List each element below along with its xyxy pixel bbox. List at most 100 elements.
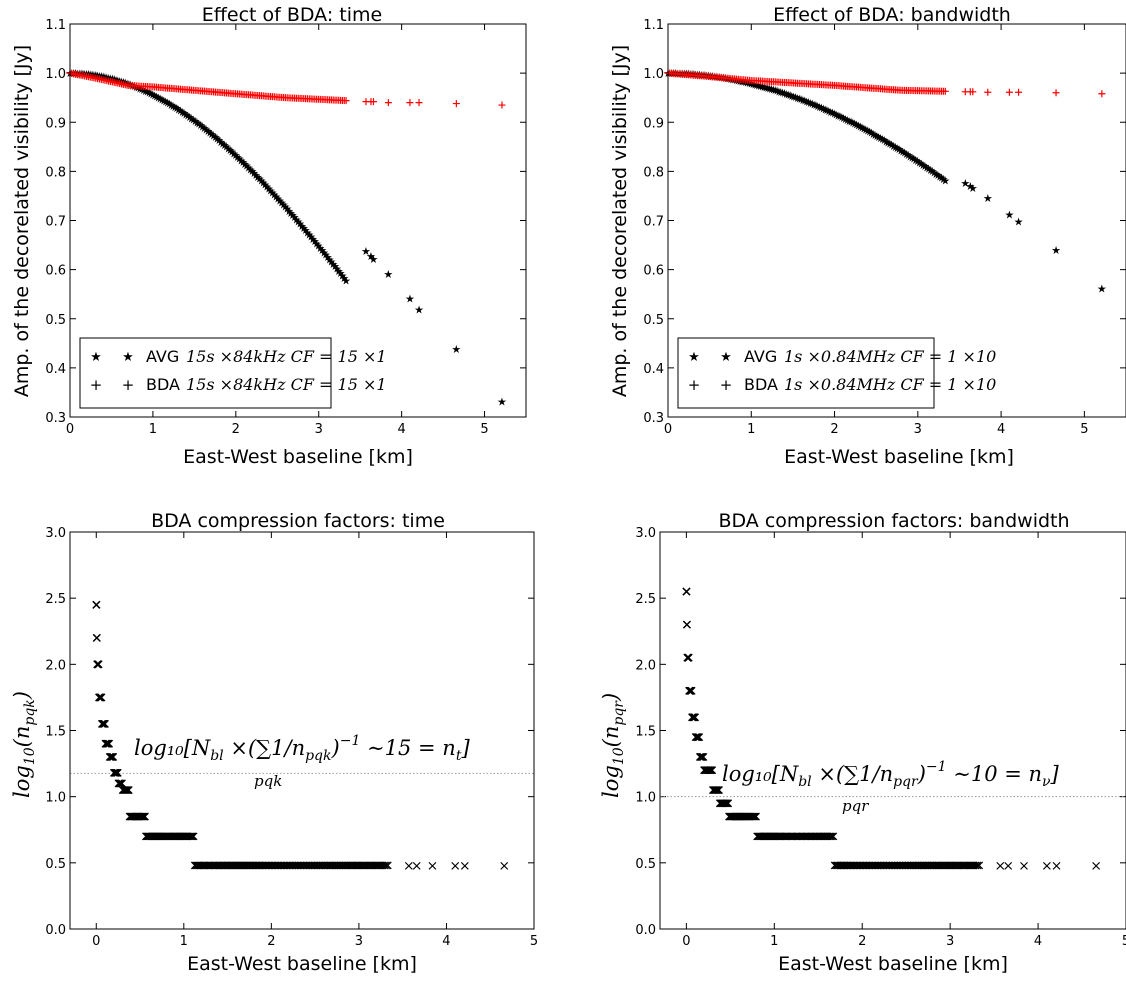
data-point: ★ (865, 126, 875, 139)
data-point: ★ (863, 125, 873, 138)
data-point (1015, 88, 1023, 96)
data-point: ★ (273, 192, 283, 205)
data-point (97, 693, 106, 702)
legend-label-bda: BDA (744, 375, 778, 394)
data-point: ★ (887, 139, 897, 152)
data-point: ★ (1097, 282, 1107, 295)
data-point: ★ (785, 89, 795, 102)
data-point (384, 99, 392, 107)
data-point (1098, 90, 1106, 98)
data-point: ★ (853, 120, 863, 133)
data-point: ★ (199, 122, 209, 135)
data-point: ★ (297, 220, 307, 233)
data-point: ★ (181, 108, 191, 121)
data-point: ★ (268, 186, 278, 199)
data-point: ★ (780, 87, 790, 100)
y-tick-label: 1.0 (45, 67, 66, 82)
data-point: ★ (850, 118, 860, 131)
data-point (975, 861, 984, 870)
data-point: ★ (774, 85, 784, 98)
data-point: ★ (247, 165, 257, 178)
data-point: ★ (146, 88, 156, 101)
data-point: ★ (166, 99, 176, 112)
legend-marker-bda: + + (688, 376, 733, 394)
data-point: ★ (804, 96, 814, 109)
x-tick-label: 4 (997, 422, 1005, 437)
data-point: ★ (881, 135, 891, 148)
data-point: ★ (229, 147, 239, 160)
data-point: ★ (198, 121, 208, 134)
legend: ★ ★ AVG 15s ×84kHz CF = 15 ×1 + + BDA 15… (79, 337, 387, 409)
data-point: ★ (802, 95, 812, 108)
data-point: ★ (153, 91, 163, 104)
x-tick-label: 0 (92, 934, 100, 949)
data-point (92, 600, 101, 609)
data-point (140, 812, 149, 821)
data-point: ★ (214, 134, 224, 147)
legend-frame (677, 337, 935, 409)
x-tick-label: 5 (1122, 934, 1126, 949)
data-point: ★ (223, 142, 233, 155)
data-point (452, 100, 460, 108)
legend-label-avg: AVG (744, 347, 777, 366)
data-point: ★ (192, 116, 202, 129)
legend-marker-bda: + + (90, 376, 135, 394)
panel-bandwidth: Effect of BDA: bandwidth 0 1 2 3 4 5 0.3 0.4 0.5… (609, 4, 1126, 468)
data-point: ★ (366, 250, 376, 263)
x-axis-label: East-West baseline [km] (187, 953, 417, 975)
svg-text:★: ★ (688, 350, 700, 365)
data-point: ★ (260, 178, 270, 191)
y-tick-label: 0.6 (643, 264, 664, 279)
data-point: ★ (152, 90, 162, 103)
data-point: ★ (271, 190, 281, 203)
data-point: ★ (205, 126, 215, 139)
data-point: ★ (325, 253, 335, 266)
data-point: ★ (196, 119, 206, 132)
data-point: ★ (876, 132, 886, 145)
y-tick-label: 0.4 (45, 362, 66, 377)
data-point: ★ (175, 105, 185, 118)
x-tick-label: 3 (355, 934, 363, 949)
data-point: ★ (266, 184, 276, 197)
x-tick-label: 1 (149, 422, 157, 437)
data-point: ★ (905, 150, 915, 163)
y-axis-label: log10(npqr) (599, 693, 627, 798)
data-point: ★ (866, 127, 876, 140)
data-point: ★ (245, 163, 255, 176)
y-tick-label: 1.5 (45, 725, 66, 740)
data-point: ★ (170, 101, 180, 114)
data-point: ★ (757, 80, 767, 93)
data-point: ★ (238, 156, 248, 169)
data-point (404, 861, 413, 870)
data-point: ★ (983, 192, 993, 205)
data-point (382, 861, 390, 870)
data-point (749, 812, 757, 821)
svg-text:+: + (688, 376, 701, 394)
data-point: ★ (940, 174, 950, 187)
data-point: ★ (251, 169, 261, 182)
data-point: ★ (291, 213, 301, 226)
data-point: ★ (207, 128, 217, 141)
annotation: log₁₀[Nbl ×(∑1/npqr)−1 ∼10 = nν] pqr (722, 759, 1060, 815)
data-point: ★ (326, 256, 336, 269)
y-tick-label: 0.4 (643, 362, 664, 377)
y-axis-label: Amp. of the decorelated visibility [Jy] (11, 45, 33, 397)
data-point: ★ (916, 158, 926, 171)
svg-text:★: ★ (720, 350, 732, 365)
data-point: ★ (894, 143, 904, 156)
data-point: ★ (286, 207, 296, 220)
data-point: ★ (497, 395, 507, 408)
data-point: ★ (264, 182, 274, 195)
data-point: ★ (244, 161, 254, 174)
data-point: ★ (924, 163, 934, 176)
data-point: ★ (805, 97, 815, 110)
data-point: ★ (883, 136, 893, 149)
data-point: ★ (748, 78, 758, 91)
data-point: ★ (822, 104, 832, 117)
y-tick-label: 1.5 (635, 725, 656, 740)
data-point: ★ (164, 98, 174, 111)
data-point: ★ (750, 78, 760, 91)
x-tick-label: 2 (267, 934, 275, 949)
data-point: ★ (842, 114, 852, 127)
data-point: ★ (903, 149, 913, 162)
